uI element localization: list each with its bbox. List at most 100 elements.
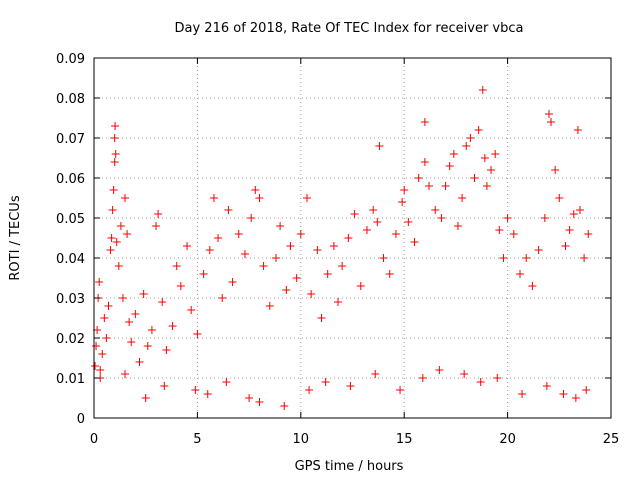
data-point: [109, 186, 118, 194]
data-point: [108, 206, 117, 214]
data-point: [329, 242, 338, 250]
data-point: [127, 338, 136, 346]
data-point: [154, 210, 163, 218]
data-point: [453, 222, 462, 230]
data-point: [313, 246, 322, 254]
y-tick-label: 0.01: [56, 372, 85, 387]
data-point: [362, 226, 371, 234]
data-point: [255, 194, 264, 202]
data-point: [369, 206, 378, 214]
data-point: [487, 166, 496, 174]
data-point: [104, 302, 113, 310]
y-tick-label: 0.07: [56, 132, 85, 147]
data-point: [582, 386, 591, 394]
data-point: [143, 342, 152, 350]
data-point: [305, 386, 314, 394]
data-point: [431, 206, 440, 214]
data-point: [462, 142, 471, 150]
data-point: [111, 122, 120, 130]
data-point: [491, 150, 500, 158]
data-point: [518, 390, 527, 398]
data-point: [114, 262, 123, 270]
data-point: [499, 254, 508, 262]
data-point: [445, 162, 454, 170]
data-point: [435, 366, 444, 374]
data-point: [205, 246, 214, 254]
data-point: [584, 230, 593, 238]
data-point: [271, 254, 280, 262]
data-point: [168, 322, 177, 330]
data-point: [561, 242, 570, 250]
data-point: [474, 126, 483, 134]
y-tick-label: 0.08: [56, 92, 85, 107]
y-axis-label: ROTI / TECUs: [8, 195, 23, 280]
data-point: [282, 286, 291, 294]
data-point: [373, 218, 382, 226]
data-point: [356, 282, 365, 290]
data-point: [139, 290, 148, 298]
data-point: [503, 214, 512, 222]
data-point: [449, 150, 458, 158]
y-tick-label: 0.05: [56, 212, 85, 227]
data-point: [183, 242, 192, 250]
data-point: [482, 182, 491, 190]
data-point: [193, 330, 202, 338]
y-tick-label: 0: [77, 412, 85, 427]
data-point: [476, 378, 485, 386]
data-point: [470, 174, 479, 182]
data-point: [292, 274, 301, 282]
data-point: [493, 374, 502, 382]
data-point: [522, 254, 531, 262]
data-point: [96, 366, 105, 374]
data-point: [551, 166, 560, 174]
data-point: [565, 226, 574, 234]
data-point: [375, 142, 384, 150]
data-point: [391, 230, 400, 238]
data-point: [187, 306, 196, 314]
data-point: [106, 246, 115, 254]
data-point: [478, 86, 487, 94]
data-point: [135, 358, 144, 366]
data-point: [547, 118, 556, 126]
data-point: [371, 370, 380, 378]
data-point: [516, 270, 525, 278]
data-point: [131, 310, 140, 318]
data-point: [203, 390, 212, 398]
x-axis-label: GPS time / hours: [295, 459, 404, 474]
data-point: [323, 270, 332, 278]
data-point: [569, 210, 578, 218]
data-point: [112, 238, 121, 246]
data-point: [404, 218, 413, 226]
data-point: [540, 214, 549, 222]
plot-frame: [93, 57, 612, 419]
data-point: [160, 382, 169, 390]
data-point: [441, 182, 450, 190]
data-point: [528, 282, 537, 290]
data-point: [95, 278, 104, 286]
data-point: [158, 298, 167, 306]
data-point: [152, 222, 161, 230]
data-point: [559, 390, 568, 398]
y-tick-label: 0.09: [56, 52, 85, 67]
data-point: [303, 194, 312, 202]
data-point: [344, 234, 353, 242]
data-point: [321, 378, 330, 386]
data-point: [385, 270, 394, 278]
data-point: [245, 394, 254, 402]
data-point: [110, 158, 119, 166]
data-point: [534, 246, 543, 254]
data-point: [147, 326, 156, 334]
data-points-layer: [91, 86, 593, 410]
grid-layer: [94, 58, 611, 418]
axes-layer: 0 0.01 0.02 0.03 0.04 0.05 0.06 0.07 0.08 0.09 0 5 1…: [56, 52, 619, 447]
data-point: [420, 158, 429, 166]
data-point: [307, 290, 316, 298]
data-point: [116, 222, 125, 230]
x-tick-label: 15: [396, 432, 413, 447]
data-point: [111, 150, 120, 158]
data-point: [91, 362, 100, 370]
data-point: [255, 398, 264, 406]
data-point: [218, 294, 227, 302]
data-point: [425, 182, 434, 190]
